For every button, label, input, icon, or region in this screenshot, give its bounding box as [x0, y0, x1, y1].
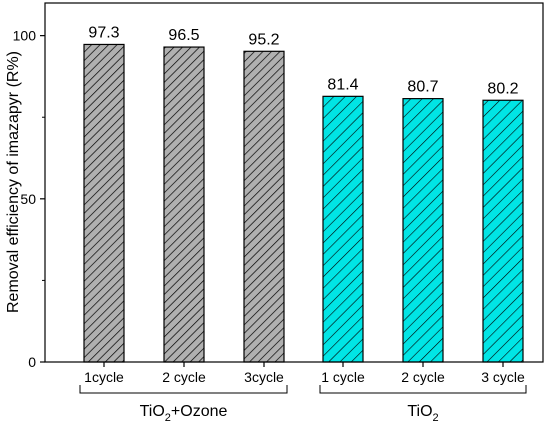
group-bracket-1: [79, 385, 288, 394]
value-label-2: 96.5: [168, 27, 199, 44]
value-label-1: 97.3: [88, 24, 119, 41]
bar-4: [322, 95, 364, 363]
y-axis-title: Removal efficiency of imazapyr (R%): [5, 51, 22, 313]
group-bracket-2: [319, 385, 527, 394]
value-label-6: 80.2: [487, 80, 518, 97]
plot-frame: [44, 2, 544, 363]
value-labels-layer: 97.3 96.5 95.2 81.4 80.7 80.2: [88, 24, 518, 97]
y-tick-label-100: 100: [13, 28, 37, 44]
x-axis: 1cycle 2 cycle 3cycle 1 cycle 2 cycle 3 cycle: [84, 362, 525, 385]
category-label-3: 3cycle: [244, 369, 284, 385]
bar-2: [163, 46, 205, 363]
category-label-2: 2 cycle: [162, 369, 206, 385]
value-label-4: 81.4: [327, 76, 358, 93]
group-brackets: TiO2+Ozone TiO2: [79, 385, 527, 424]
y-axis: 0 50 100: [13, 28, 45, 370]
category-label-5: 2 cycle: [401, 369, 445, 385]
bars-layer: [83, 43, 524, 363]
y-tick-label-50: 50: [20, 191, 36, 207]
value-label-5: 80.7: [407, 79, 438, 96]
y-tick-label-0: 0: [28, 354, 36, 370]
bar-1: [83, 43, 125, 363]
bar-5: [402, 98, 444, 363]
category-label-6: 3 cycle: [481, 369, 525, 385]
category-label-1: 1cycle: [84, 369, 124, 385]
group-label-1: TiO2+Ozone: [140, 403, 228, 424]
category-label-4: 1 cycle: [321, 369, 365, 385]
bar-6: [482, 99, 524, 363]
bar-3: [243, 50, 285, 363]
group-label-2: TiO2: [407, 403, 438, 424]
value-label-3: 95.2: [248, 31, 279, 48]
